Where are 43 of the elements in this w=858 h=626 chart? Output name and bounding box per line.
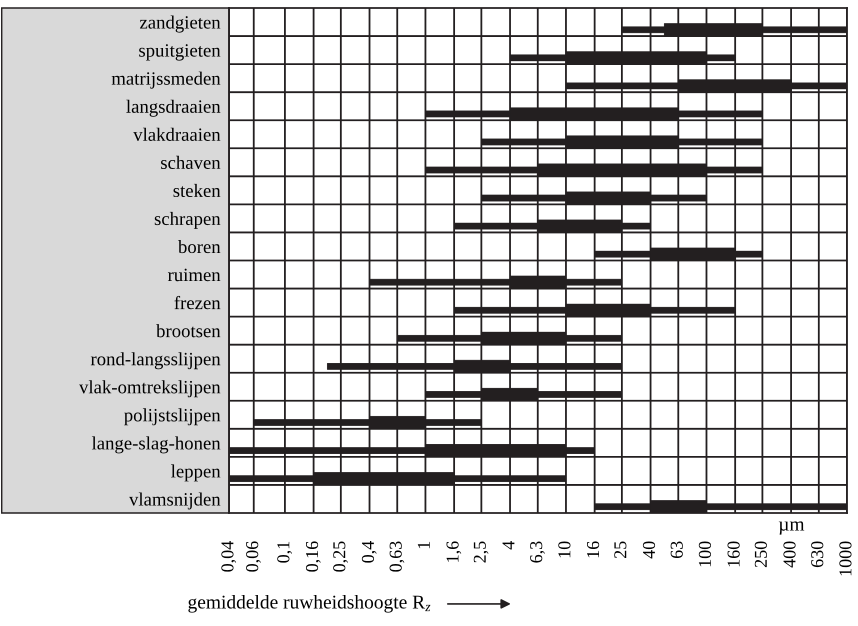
x-tick-label: 630 <box>811 541 824 568</box>
x-tick-label: 25 <box>614 541 626 558</box>
x-tick-label: 16 <box>587 541 600 558</box>
text: µm <box>778 521 804 535</box>
x-tick-label: 2,5 <box>474 541 488 563</box>
x-tick-label: 0,63 <box>390 541 404 572</box>
y-tick-label: polijstslijpen <box>124 408 220 426</box>
x-tick-label: 160 <box>727 541 740 566</box>
x-tick-label: 1,6 <box>446 541 462 562</box>
x-tick-label: 0,16 <box>306 541 321 572</box>
y-tick-label: brootsen <box>156 324 220 338</box>
x-tick-label: 40 <box>642 541 656 558</box>
y-tick-label: ruimen <box>168 268 220 282</box>
x-tick-label: 63 <box>670 541 683 558</box>
x-tick-label: 400 <box>783 541 796 568</box>
x-tick-label: 10 <box>558 541 570 558</box>
x-tick-label: 0,06 <box>246 541 261 572</box>
y-tick-label: boren <box>178 240 220 254</box>
y-tick-label: frezen <box>174 296 220 310</box>
x-tick-label: 0,25 <box>333 541 348 572</box>
y-tick-label: vlamsnijden <box>129 492 220 510</box>
x-tick-label: 0,4 <box>362 541 377 563</box>
y-tick-label: spuitgieten <box>139 44 220 61</box>
y-tick-label: lange-slag-honen <box>92 436 220 454</box>
x-tick-label: 100 <box>698 541 711 566</box>
y-tick-label: langsdraaien <box>126 100 220 117</box>
x-axis-title: gemiddelde ruwheidshoogte R$_{z}$ <box>188 594 430 613</box>
y-tick-label: schaven <box>161 156 220 169</box>
y-tick-label: matrijssmeden <box>112 72 220 89</box>
x-tick-label: 6,3 <box>530 541 545 563</box>
x-tick-label: 1 <box>418 542 430 548</box>
y-tick-label: leppen <box>171 464 220 482</box>
x-tick-label: 4 <box>502 541 514 550</box>
y-tick-label: steken <box>174 184 220 198</box>
y-tick-label: rond-langsslijpen <box>90 352 220 370</box>
y-tick-label: zandgieten <box>140 16 220 33</box>
x-tick-label: 0,04 <box>221 541 236 572</box>
y-tick-label: schrapen <box>154 212 220 229</box>
y-tick-label: vlakdraaien <box>133 128 220 141</box>
x-tick-label: 1000 <box>839 541 852 576</box>
x-tick-label: 250 <box>754 541 767 568</box>
y-tick-label: vlak-omtrekslijpen <box>79 380 220 398</box>
x-tick-label: 0,1 <box>277 542 292 563</box>
